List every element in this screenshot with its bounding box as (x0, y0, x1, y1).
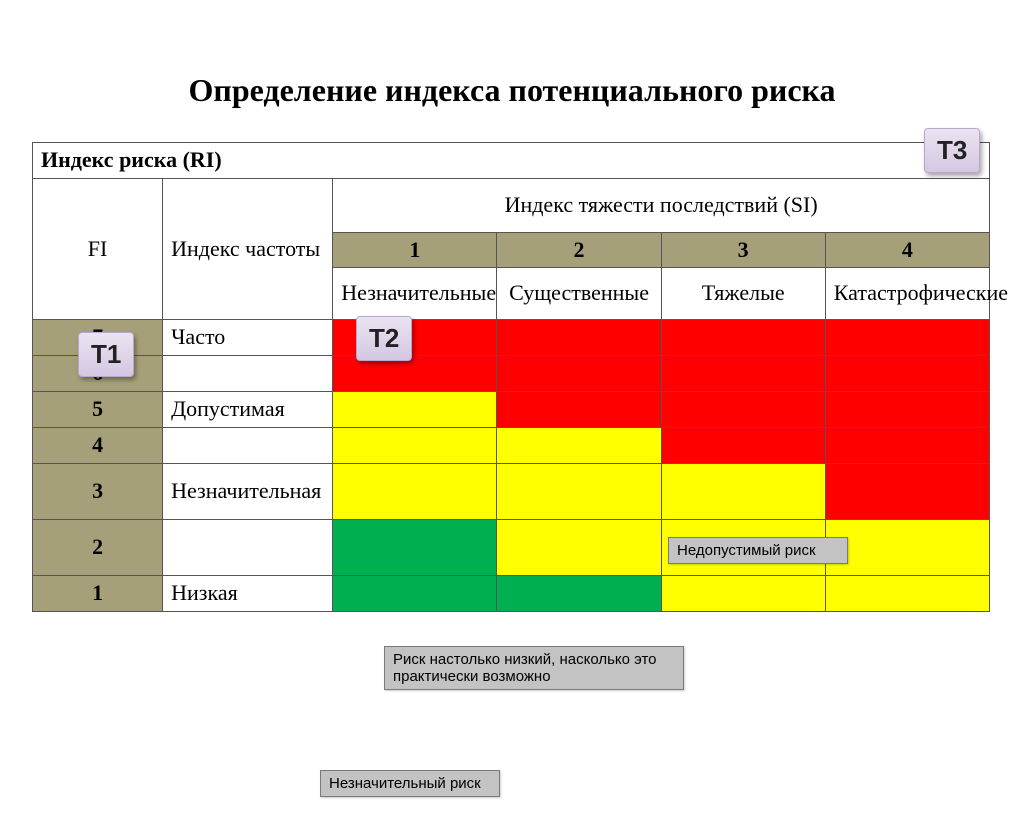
tag-t2: T2 (356, 316, 412, 361)
risk-cell-fi5-si2 (497, 391, 661, 427)
severity-number-3: 3 (661, 232, 825, 267)
risk-cell-fi2-si4 (825, 519, 989, 575)
risk-cell-fi5-si1 (333, 391, 497, 427)
severity-number-4: 4 (825, 232, 989, 267)
severity-number-1: 1 (333, 232, 497, 267)
frequency-index-label: Индекс частоты (163, 178, 333, 319)
risk-cell-fi4-si1 (333, 427, 497, 463)
fi-level-3: 3 (33, 463, 163, 519)
risk-cell-fi1-si1 (333, 575, 497, 611)
frequency-label-4 (163, 427, 333, 463)
tag-t1: T1 (78, 332, 134, 377)
risk-cell-fi4-si2 (497, 427, 661, 463)
fi-level-4: 4 (33, 427, 163, 463)
risk-cell-fi2-si1 (333, 519, 497, 575)
callout-negligible-risk: Незначительный риск (320, 770, 500, 797)
risk-cell-fi3-si3 (661, 463, 825, 519)
page-title: Определение индекса потенциального риска (132, 70, 892, 112)
risk-cell-fi7-si4 (825, 319, 989, 355)
risk-cell-fi3-si2 (497, 463, 661, 519)
risk-cell-fi3-si4 (825, 463, 989, 519)
frequency-label-6 (163, 355, 333, 391)
fi-heading: FI (33, 178, 163, 319)
tag-t3: T3 (924, 128, 980, 173)
frequency-label-7: Часто (163, 319, 333, 355)
risk-cell-fi6-si3 (661, 355, 825, 391)
frequency-label-2 (163, 519, 333, 575)
risk-cell-fi5-si4 (825, 391, 989, 427)
frequency-label-1: Низкая (163, 575, 333, 611)
risk-cell-fi7-si2 (497, 319, 661, 355)
risk-cell-fi6-si2 (497, 355, 661, 391)
severity-index-title: Индекс тяжести последствий (SI) (333, 178, 990, 232)
severity-name-3: Тяжелые (661, 267, 825, 319)
risk-cell-fi7-si3 (661, 319, 825, 355)
risk-cell-fi5-si3 (661, 391, 825, 427)
frequency-label-5: Допустимая (163, 391, 333, 427)
frequency-label-3: Незначительная (163, 463, 333, 519)
severity-name-4: Катастрофические (825, 267, 989, 319)
severity-name-1: Незначительные (333, 267, 497, 319)
risk-cell-fi4-si4 (825, 427, 989, 463)
risk-cell-fi4-si3 (661, 427, 825, 463)
severity-number-2: 2 (497, 232, 661, 267)
fi-level-2: 2 (33, 519, 163, 575)
fi-level-5: 5 (33, 391, 163, 427)
fi-level-1: 1 (33, 575, 163, 611)
risk-cell-fi1-si2 (497, 575, 661, 611)
risk-cell-fi6-si4 (825, 355, 989, 391)
risk-cell-fi2-si2 (497, 519, 661, 575)
risk-index-title: Индекс риска (RI) (33, 142, 990, 178)
callout-alarp: Риск настолько низкий, насколько это пра… (384, 646, 684, 690)
risk-cell-fi1-si4 (825, 575, 989, 611)
callout-unacceptable-risk: Недопустимый риск (668, 537, 848, 564)
risk-cell-fi3-si1 (333, 463, 497, 519)
risk-cell-fi1-si3 (661, 575, 825, 611)
severity-name-2: Существенные (497, 267, 661, 319)
